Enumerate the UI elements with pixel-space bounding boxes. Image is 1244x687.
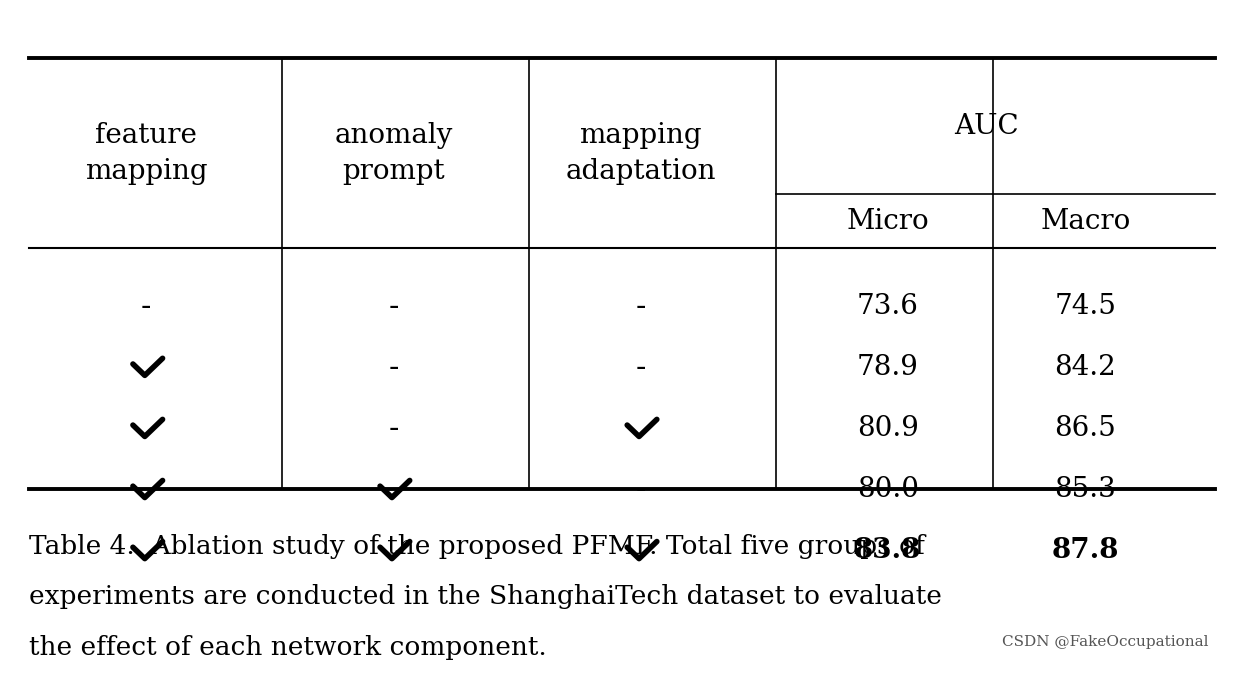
Text: -: - <box>636 291 646 322</box>
Text: 80.0: 80.0 <box>857 476 918 503</box>
Text: Table 4.  Ablation study of the proposed PFMF. Total five groups of: Table 4. Ablation study of the proposed … <box>29 534 924 559</box>
Text: 85.3: 85.3 <box>1055 476 1116 503</box>
Text: -: - <box>388 291 398 322</box>
Text: AUC: AUC <box>954 113 1019 140</box>
Text: CSDN @FakeOccupational: CSDN @FakeOccupational <box>1003 635 1209 649</box>
Text: 86.5: 86.5 <box>1055 415 1116 442</box>
Text: 87.8: 87.8 <box>1051 537 1120 564</box>
Text: 80.9: 80.9 <box>857 415 918 442</box>
Text: 84.2: 84.2 <box>1055 354 1116 381</box>
Text: -: - <box>388 413 398 444</box>
Text: 83.8: 83.8 <box>853 537 922 564</box>
Text: 78.9: 78.9 <box>857 354 918 381</box>
Text: anomaly
prompt: anomaly prompt <box>335 122 453 185</box>
Text: experiments are conducted in the ShanghaiTech dataset to evaluate: experiments are conducted in the Shangha… <box>29 585 942 609</box>
Text: 74.5: 74.5 <box>1055 293 1116 319</box>
Text: feature
mapping: feature mapping <box>85 122 208 185</box>
Text: -: - <box>636 474 646 505</box>
Text: -: - <box>388 352 398 383</box>
Text: 73.6: 73.6 <box>857 293 918 319</box>
Text: Macro: Macro <box>1040 208 1131 235</box>
Text: the effect of each network component.: the effect of each network component. <box>29 635 546 660</box>
Text: -: - <box>636 352 646 383</box>
Text: -: - <box>141 291 152 322</box>
Text: Micro: Micro <box>846 208 929 235</box>
Text: mapping
adaptation: mapping adaptation <box>565 122 715 185</box>
